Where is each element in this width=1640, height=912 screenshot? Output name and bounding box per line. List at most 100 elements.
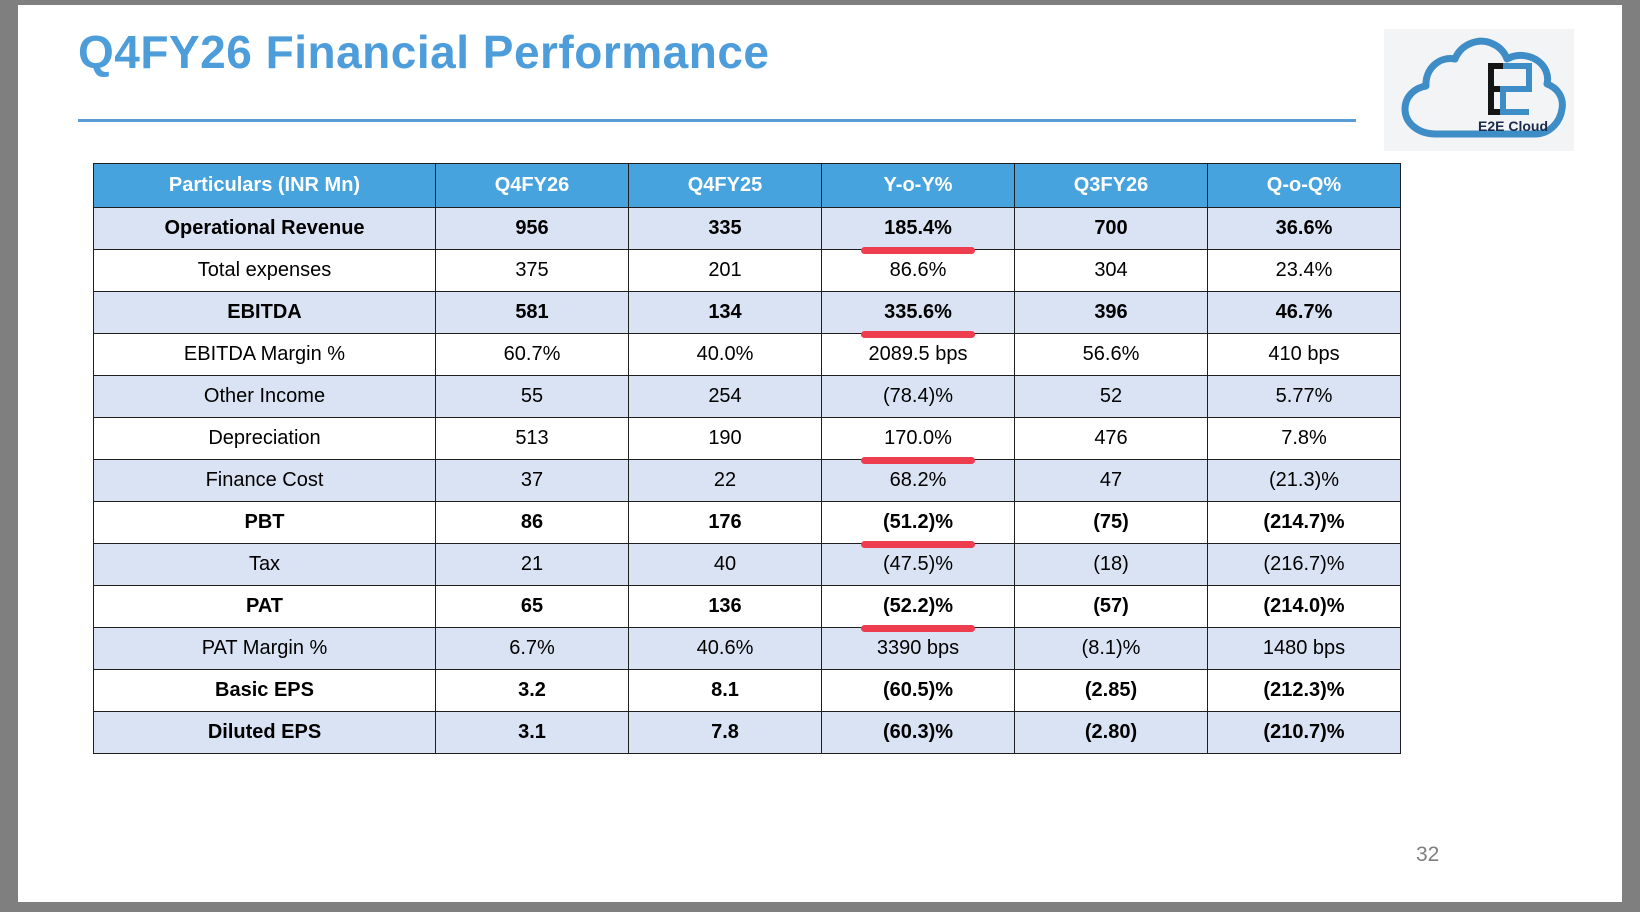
value-cell: (60.5)% xyxy=(821,669,1015,712)
value-cell: (52.2)% xyxy=(821,585,1015,632)
value-cell: 581 xyxy=(435,291,629,334)
table-body: Operational Revenue 956 335 185.4% 700 36.6% T… xyxy=(93,207,1401,754)
value-cell: 410 bps xyxy=(1207,333,1401,376)
value-cell: 52 xyxy=(1014,375,1208,418)
row-label-cell: Depreciation xyxy=(93,417,436,460)
value-cell: (214.7)% xyxy=(1207,501,1401,544)
value-cell: 22 xyxy=(628,459,822,502)
row-label-cell: EBITDA Margin % xyxy=(93,333,436,376)
value-cell: 190 xyxy=(628,417,822,460)
value-cell: 37 xyxy=(435,459,629,502)
row-label-cell: Diluted EPS xyxy=(93,711,436,754)
value-cell: 40.0% xyxy=(628,333,822,376)
table-header: Particulars (INR Mn) Q4FY26 Q4FY25 Y-o-Y% Q3… xyxy=(93,163,1401,208)
e2e-cloud-logo: E2E Cloud xyxy=(1384,29,1574,151)
value-cell: (78.4)% xyxy=(821,375,1015,418)
value-cell: 7.8 xyxy=(628,711,822,754)
value-cell: 956 xyxy=(435,207,629,250)
value-cell: 68.2% xyxy=(821,459,1015,502)
value-cell: 5.77% xyxy=(1207,375,1401,418)
value-cell: 86.6% xyxy=(821,249,1015,292)
row-label-cell: PAT xyxy=(93,585,436,628)
value-cell: 86 xyxy=(435,501,629,544)
red-underline-highlight xyxy=(861,331,975,338)
table-row: PAT Margin % 6.7% 40.6% 3390 bps (8.1)% 1480 … xyxy=(93,627,1401,670)
row-label-cell: EBITDA xyxy=(93,291,436,334)
row-label-cell: Total expenses xyxy=(93,249,436,292)
title-underline xyxy=(78,119,1356,122)
logo-wordmark: E2E Cloud xyxy=(1478,118,1548,134)
row-label-cell: Tax xyxy=(93,543,436,586)
value-cell: 36.6% xyxy=(1207,207,1401,250)
row-label-cell: PBT xyxy=(93,501,436,544)
column-header: Q3FY26 xyxy=(1014,163,1208,208)
value-cell: 40 xyxy=(628,543,822,586)
column-header: Y-o-Y% xyxy=(821,163,1015,208)
value-cell: 8.1 xyxy=(628,669,822,712)
value-cell: (57) xyxy=(1014,585,1208,628)
value-cell: (18) xyxy=(1014,543,1208,586)
row-label-cell: PAT Margin % xyxy=(93,627,436,670)
value-cell: 476 xyxy=(1014,417,1208,460)
row-label-cell: Operational Revenue xyxy=(93,207,436,250)
value-cell: 3.1 xyxy=(435,711,629,754)
cloud-icon: E2E Cloud xyxy=(1401,37,1566,138)
value-cell: 176 xyxy=(628,501,822,544)
red-underline-highlight xyxy=(861,625,975,632)
value-cell: 3.2 xyxy=(435,669,629,712)
value-cell: 56.6% xyxy=(1014,333,1208,376)
value-cell: 304 xyxy=(1014,249,1208,292)
red-underline-highlight xyxy=(861,457,975,464)
table-row: Tax 21 40 (47.5)% (18) (216.7)% xyxy=(93,543,1401,586)
value-cell: 40.6% xyxy=(628,627,822,670)
table-row: Other Income 55 254 (78.4)% 52 5.77% xyxy=(93,375,1401,418)
value-cell: 136 xyxy=(628,585,822,628)
value-cell: 513 xyxy=(435,417,629,460)
value-cell: (216.7)% xyxy=(1207,543,1401,586)
value-cell: 6.7% xyxy=(435,627,629,670)
table-row: EBITDA Margin % 60.7% 40.0% 2089.5 bps 56.6%… xyxy=(93,333,1401,376)
value-cell: (2.80) xyxy=(1014,711,1208,754)
value-cell: (2.85) xyxy=(1014,669,1208,712)
slide: Q4FY26 Financial Performance E2E Cloud P… xyxy=(18,5,1622,902)
row-label-cell: Basic EPS xyxy=(93,669,436,712)
table-row: Finance Cost 37 22 68.2% 47 (21.3)% xyxy=(93,459,1401,502)
value-cell: 23.4% xyxy=(1207,249,1401,292)
value-cell: (212.3)% xyxy=(1207,669,1401,712)
value-cell: 254 xyxy=(628,375,822,418)
table-row: Total expenses 375 201 86.6% 304 23.4% xyxy=(93,249,1401,292)
header-row: Particulars (INR Mn) Q4FY26 Q4FY25 Y-o-Y% Q3… xyxy=(93,163,1401,208)
red-underline-highlight xyxy=(861,247,975,254)
value-cell: (214.0)% xyxy=(1207,585,1401,628)
value-cell: (8.1)% xyxy=(1014,627,1208,670)
table-row: EBITDA 581 134 335.6% 396 46.7% xyxy=(93,291,1401,338)
value-cell: 375 xyxy=(435,249,629,292)
value-cell: (60.3)% xyxy=(821,711,1015,754)
table-row: PAT 65 136 (52.2)% (57) (214.0)% xyxy=(93,585,1401,632)
e2-mark-blue xyxy=(1500,63,1532,115)
value-cell: 1480 bps xyxy=(1207,627,1401,670)
value-cell: 2089.5 bps xyxy=(821,333,1015,376)
value-cell: (47.5)% xyxy=(821,543,1015,586)
value-cell: 55 xyxy=(435,375,629,418)
row-label-cell: Other Income xyxy=(93,375,436,418)
value-cell: 60.7% xyxy=(435,333,629,376)
table-row: Diluted EPS 3.1 7.8 (60.3)% (2.80) (210.7)% xyxy=(93,711,1401,754)
value-cell: 65 xyxy=(435,585,629,628)
table-row: Basic EPS 3.2 8.1 (60.5)% (2.85) (212.3)% xyxy=(93,669,1401,712)
value-cell: (210.7)% xyxy=(1207,711,1401,754)
column-header: Q4FY26 xyxy=(435,163,629,208)
value-cell: 185.4% xyxy=(821,207,1015,254)
column-header: Particulars (INR Mn) xyxy=(93,163,436,208)
value-cell: (75) xyxy=(1014,501,1208,544)
value-cell: 700 xyxy=(1014,207,1208,250)
red-underline-highlight xyxy=(861,541,975,548)
value-cell: 7.8% xyxy=(1207,417,1401,460)
column-header: Q-o-Q% xyxy=(1207,163,1401,208)
row-label-cell: Finance Cost xyxy=(93,459,436,502)
value-cell: 201 xyxy=(628,249,822,292)
value-cell: (21.3)% xyxy=(1207,459,1401,502)
value-cell: 47 xyxy=(1014,459,1208,502)
value-cell: 396 xyxy=(1014,291,1208,334)
column-header: Q4FY25 xyxy=(628,163,822,208)
